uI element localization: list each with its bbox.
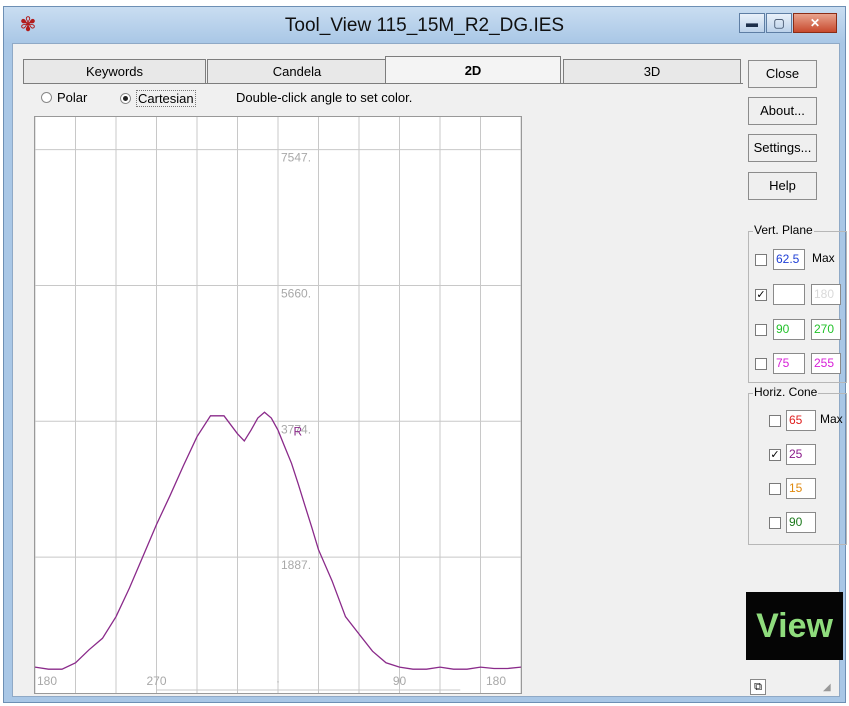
tab-underline [23, 83, 743, 84]
vert-plane-value-4a[interactable]: 75 [773, 353, 805, 374]
vert-plane-value-4b[interactable]: 255 [811, 353, 841, 374]
settings-button[interactable]: Settings... [748, 134, 817, 162]
horiz-cone-group: Horiz. Cone 65 Max ✓ 25 15 90 [748, 385, 847, 545]
vert-plane-max-label: Max [812, 251, 835, 265]
horiz-cone-checkbox-4[interactable] [769, 517, 781, 529]
view-badge: View [746, 592, 843, 660]
minimize-icon[interactable]: ▬ [739, 13, 765, 33]
copy-icon[interactable]: ⧉ [750, 679, 766, 695]
tab-candela[interactable]: Candela [207, 59, 387, 83]
y-tick-label: 5660. [281, 286, 311, 300]
vert-plane-checkbox-4[interactable] [755, 358, 767, 370]
plot-svg[interactable]: 7547. 5660. 3774. 1887. 180 270 · 90 180 R [35, 117, 521, 693]
horiz-cone-max-label: Max [820, 412, 843, 426]
y-tick-label: 3774. [281, 422, 311, 436]
help-button[interactable]: Help [748, 172, 817, 200]
cartesian-radio[interactable]: Cartesian [120, 90, 196, 107]
x-tick-label: 180 [37, 674, 57, 688]
app-icon[interactable]: ✾ [19, 14, 37, 36]
color-hint: Double-click angle to set color. [236, 90, 413, 105]
horiz-cone-value-2[interactable]: 25 [786, 444, 816, 465]
horiz-cone-checkbox-1[interactable] [769, 415, 781, 427]
horiz-cone-value-1[interactable]: 65 [786, 410, 816, 431]
y-tick-label: 7547. [281, 151, 311, 165]
horiz-cone-value-4[interactable]: 90 [786, 512, 816, 533]
close-button[interactable]: Close [748, 60, 817, 88]
polar-radio[interactable]: Polar [41, 90, 87, 105]
title-bar[interactable]: ✾ Tool_View 115_15M_R2_DG.IES ▬ ▢ ✕ [4, 7, 845, 43]
vert-plane-title: Vert. Plane [753, 223, 814, 237]
polar-label: Polar [57, 90, 88, 105]
cartesian-plot[interactable]: 7547. 5660. 3774. 1887. 180 270 · 90 180 R [34, 116, 522, 694]
horiz-cone-value-3[interactable]: 15 [786, 478, 816, 499]
horiz-cone-checkbox-3[interactable] [769, 483, 781, 495]
close-window-icon[interactable]: ✕ [793, 13, 837, 33]
client-area: Keywords Candela 2D 3D Polar Cartesian D… [12, 43, 847, 697]
x-tick-label: · [276, 674, 280, 688]
window-title: Tool_View 115_15M_R2_DG.IES [284, 15, 565, 36]
resize-grip-icon[interactable]: ◢ [823, 682, 831, 693]
vert-plane-value-2a[interactable] [773, 284, 805, 305]
about-button[interactable]: About... [748, 97, 817, 125]
x-tick-label: 90 [393, 674, 407, 688]
maximize-icon[interactable]: ▢ [766, 13, 792, 33]
x-tick-label: 270 [146, 674, 166, 688]
vert-plane-value-3b[interactable]: 270 [811, 319, 841, 340]
vert-plane-checkbox-1[interactable] [755, 254, 767, 266]
app-window: ✾ Tool_View 115_15M_R2_DG.IES ▬ ▢ ✕ Keyw… [3, 6, 847, 703]
cartesian-label: Cartesian [136, 90, 196, 107]
vert-plane-value-3a[interactable]: 90 [773, 319, 805, 340]
tab-3d[interactable]: 3D [563, 59, 741, 83]
tab-strip: Keywords Candela 2D 3D [23, 56, 743, 84]
horiz-cone-checkbox-2[interactable]: ✓ [769, 449, 781, 461]
vert-plane-checkbox-2[interactable]: ✓ [755, 289, 767, 301]
radio-circle-icon[interactable] [41, 92, 52, 103]
tab-keywords[interactable]: Keywords [23, 59, 206, 83]
vert-plane-group: Vert. Plane 62.5 Max ✓ 180 90 270 75 255 [748, 223, 847, 383]
tab-2d[interactable]: 2D [385, 56, 561, 84]
candela-curve [35, 411, 521, 670]
curve-marker-label: R [294, 424, 303, 438]
vert-plane-checkbox-3[interactable] [755, 324, 767, 336]
x-tick-label: 180 [486, 674, 506, 688]
radio-selected-icon[interactable] [120, 93, 131, 104]
window-controls: ▬ ▢ ✕ [738, 13, 837, 33]
horiz-cone-title: Horiz. Cone [753, 385, 819, 399]
vert-plane-value-1a[interactable]: 62.5 [773, 249, 805, 270]
vert-plane-value-2b[interactable]: 180 [811, 284, 841, 305]
y-tick-label: 1887. [281, 558, 311, 572]
